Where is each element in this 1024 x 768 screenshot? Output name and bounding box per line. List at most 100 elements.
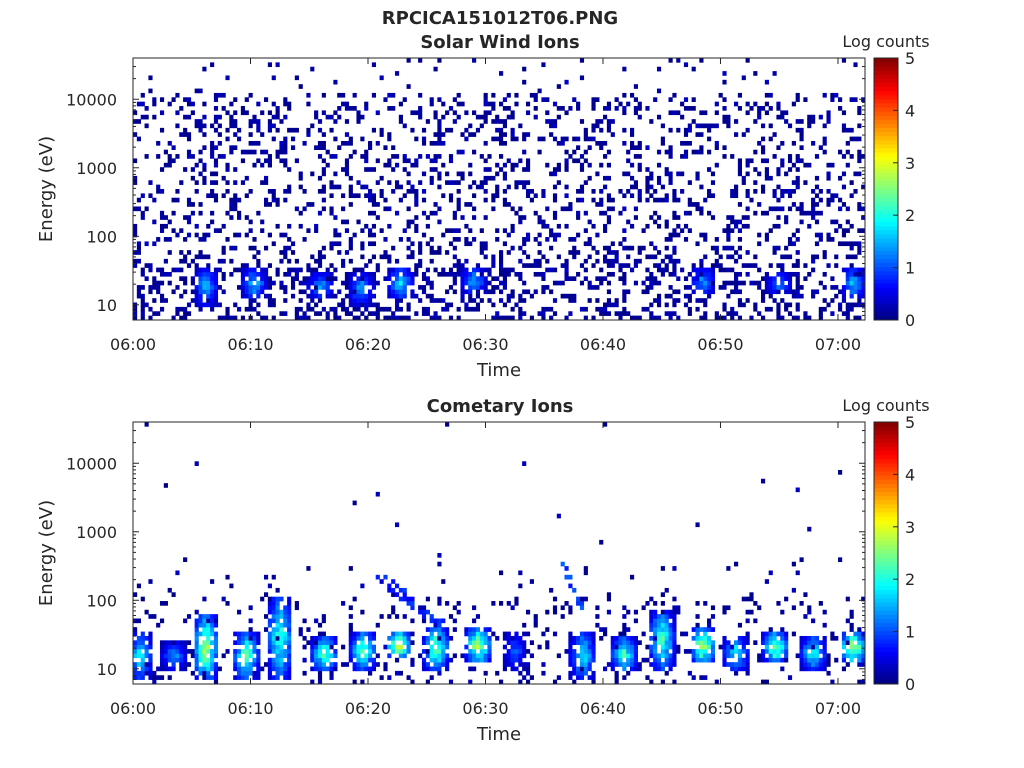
heatmap-cell bbox=[202, 66, 207, 72]
heatmap-cell bbox=[780, 189, 785, 194]
heatmap-cell bbox=[830, 285, 835, 290]
heatmap-cell bbox=[506, 315, 511, 321]
heatmap-cell bbox=[703, 110, 708, 116]
heatmap-cell bbox=[622, 280, 627, 286]
heatmap-cell bbox=[368, 670, 373, 676]
heatmap-cell bbox=[714, 101, 719, 107]
heatmap-cell bbox=[814, 154, 820, 159]
heatmap-cell bbox=[148, 88, 153, 94]
heatmap-cell bbox=[472, 132, 477, 137]
heatmap-cell bbox=[140, 306, 145, 312]
heatmap-cell bbox=[699, 263, 704, 268]
heatmap-cell bbox=[240, 149, 246, 155]
heatmap-cell bbox=[333, 136, 338, 142]
heatmap-cell bbox=[368, 649, 373, 654]
heatmap-cell bbox=[745, 649, 750, 654]
heatmap-cell bbox=[429, 158, 434, 164]
heatmap-cell bbox=[283, 605, 288, 611]
heatmap-cell bbox=[368, 289, 373, 295]
heatmap-cell bbox=[237, 232, 242, 238]
heatmap-cell bbox=[664, 193, 669, 199]
heatmap-cell bbox=[687, 197, 692, 203]
heatmap-cell bbox=[560, 561, 565, 567]
heatmap-cell bbox=[252, 114, 257, 120]
heatmap-cell bbox=[510, 223, 515, 229]
colorbar-segment bbox=[874, 234, 898, 239]
heatmap-cell bbox=[668, 171, 673, 177]
heatmap-cell bbox=[333, 293, 338, 299]
heatmap-cell bbox=[433, 640, 438, 645]
heatmap-cell bbox=[622, 622, 627, 628]
heatmap-cell bbox=[213, 635, 219, 641]
heatmap-cell bbox=[464, 237, 469, 242]
heatmap-cell bbox=[221, 250, 226, 255]
heatmap-cell bbox=[468, 276, 473, 281]
heatmap-cell bbox=[522, 66, 527, 72]
heatmap-cell bbox=[587, 666, 592, 672]
heatmap-cell bbox=[387, 223, 392, 229]
heatmap-cell bbox=[410, 276, 415, 281]
heatmap-cell bbox=[552, 215, 558, 220]
heatmap-cell bbox=[213, 267, 219, 273]
heatmap-cell bbox=[267, 631, 272, 637]
heatmap-cell bbox=[352, 106, 357, 111]
heatmap-cell bbox=[483, 267, 488, 273]
heatmap-cell bbox=[714, 140, 719, 146]
heatmap-cell bbox=[175, 653, 180, 659]
heatmap-cell bbox=[252, 631, 257, 637]
heatmap-cell bbox=[225, 136, 230, 142]
heatmap-cell bbox=[210, 289, 215, 295]
heatmap-cell bbox=[668, 666, 673, 672]
heatmap-cell bbox=[556, 223, 561, 229]
colorbar-segment bbox=[874, 675, 898, 681]
heatmap-cell bbox=[275, 106, 280, 111]
heatmap-cell bbox=[849, 302, 854, 308]
heatmap-cell bbox=[583, 132, 588, 137]
heatmap-cell bbox=[518, 662, 523, 667]
heatmap-cell bbox=[244, 293, 249, 299]
heatmap-cell bbox=[256, 631, 261, 637]
heatmap-cell bbox=[302, 670, 307, 676]
heatmap-cell bbox=[510, 657, 515, 663]
heatmap-cell bbox=[487, 271, 492, 277]
heatmap-cell bbox=[637, 315, 642, 321]
colorbar-segment bbox=[874, 156, 898, 161]
heatmap-cell bbox=[263, 202, 269, 207]
heatmap-cell bbox=[784, 215, 789, 220]
heatmap-cell bbox=[552, 237, 558, 242]
heatmap-cell bbox=[148, 306, 153, 312]
heatmap-cell bbox=[610, 241, 615, 247]
heatmap-cell bbox=[861, 267, 866, 273]
heatmap-cell bbox=[587, 653, 592, 659]
heatmap-cell bbox=[656, 215, 662, 220]
y-tick-label: 100 bbox=[86, 227, 117, 246]
heatmap-cell bbox=[368, 210, 373, 216]
heatmap-cell bbox=[437, 58, 442, 63]
heatmap-cell bbox=[244, 662, 249, 667]
heatmap-cell bbox=[225, 237, 230, 242]
heatmap-cell bbox=[845, 311, 850, 316]
heatmap-cell bbox=[564, 167, 569, 172]
heatmap-cell bbox=[475, 635, 481, 641]
heatmap-cell bbox=[791, 232, 796, 238]
heatmap-cell bbox=[811, 618, 816, 624]
heatmap-cell bbox=[283, 162, 288, 168]
heatmap-cell bbox=[198, 657, 203, 663]
heatmap-cell bbox=[499, 289, 504, 295]
heatmap-cell bbox=[175, 570, 180, 576]
heatmap-cell bbox=[841, 184, 847, 190]
heatmap-cell bbox=[167, 140, 172, 146]
heatmap-cell bbox=[202, 114, 207, 120]
heatmap-cell bbox=[857, 171, 862, 177]
heatmap-cell bbox=[356, 193, 361, 199]
heatmap-cell bbox=[784, 657, 789, 663]
heatmap-cell bbox=[310, 202, 315, 207]
heatmap-cell bbox=[707, 167, 712, 172]
heatmap-cell bbox=[707, 618, 712, 624]
heatmap-cell bbox=[364, 631, 369, 637]
heatmap-cell bbox=[687, 649, 692, 654]
heatmap-cell bbox=[656, 180, 662, 185]
heatmap-cell bbox=[603, 302, 608, 308]
heatmap-cell bbox=[656, 88, 662, 94]
heatmap-cell bbox=[664, 653, 669, 659]
